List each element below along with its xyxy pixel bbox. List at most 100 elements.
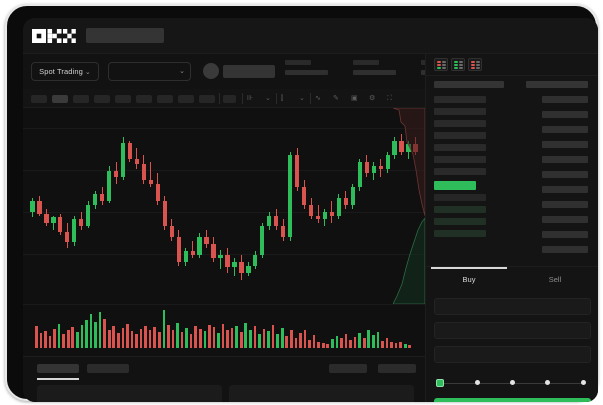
volume-bar <box>208 324 211 348</box>
line-tool-icon[interactable]: ∿ <box>315 95 321 102</box>
volume-bar <box>189 333 193 348</box>
orderbook-bid-row[interactable] <box>434 230 486 237</box>
slider-mark-75[interactable] <box>545 380 550 385</box>
candle-body <box>253 254 258 266</box>
candle-body <box>364 162 369 173</box>
orderbook-ask-row[interactable] <box>434 168 486 175</box>
chart-gridline <box>23 254 425 255</box>
fullscreen-icon[interactable]: ⛶ <box>387 95 392 102</box>
amount-percent-slider[interactable] <box>436 378 588 388</box>
candle-body <box>322 212 328 220</box>
orderbook-bid-row[interactable] <box>434 218 486 225</box>
volume-bar <box>344 334 348 348</box>
stat-24h-high-low <box>353 60 396 75</box>
orderbook-ask-row[interactable] <box>434 120 486 127</box>
volume-bar <box>48 336 52 348</box>
magnet-icon[interactable]: ✎ <box>333 95 339 102</box>
volume-bar <box>258 334 261 348</box>
tab-order-history[interactable] <box>87 364 129 373</box>
orderbook-bid-row[interactable] <box>434 194 486 201</box>
volume-bar <box>107 329 111 348</box>
timeframe-button-15m[interactable] <box>73 95 89 103</box>
volume-bar <box>167 324 170 348</box>
tab-open-orders[interactable] <box>37 364 79 373</box>
orderbook-layout-bids-icon[interactable] <box>451 58 465 71</box>
indicators-icon[interactable]: ⊪ <box>247 95 254 102</box>
market-type-dropdown[interactable]: Spot Trading ⌄ <box>31 62 99 81</box>
orderbook-ask-row[interactable] <box>434 132 486 139</box>
volume-bar <box>198 328 202 348</box>
chevron-down-icon: ⌄ <box>84 69 91 76</box>
timeframe-button-1h[interactable] <box>115 95 131 103</box>
orderbook-layout-asks-icon[interactable] <box>468 58 482 71</box>
candle-body <box>350 187 355 205</box>
settings-icon[interactable]: ⚙ <box>369 95 376 102</box>
chart-type-chevron-icon[interactable]: ⌄ <box>299 95 305 102</box>
orderbook-ask-row[interactable] <box>434 108 486 115</box>
camera-icon[interactable]: ▣ <box>351 95 358 102</box>
orderbook-trade-row[interactable] <box>542 111 588 118</box>
indicators-chevron-icon[interactable]: ⌄ <box>265 95 271 102</box>
volume-bar <box>385 337 389 348</box>
orderbook-spread-highlight <box>434 181 476 190</box>
volume-bar <box>171 329 175 348</box>
tab-buy[interactable]: Buy <box>462 275 476 284</box>
timeframe-button-more[interactable] <box>223 95 236 103</box>
slider-mark-50[interactable] <box>510 380 515 385</box>
orderbook-bid-row[interactable] <box>434 206 486 213</box>
volume-bar <box>148 330 152 348</box>
timeframe-button-1w[interactable] <box>178 95 194 103</box>
okx-logo[interactable] <box>32 29 76 43</box>
candle-body <box>106 171 112 202</box>
timeframe-button-5m[interactable] <box>52 95 68 103</box>
orderbook-trade-row[interactable] <box>542 126 588 133</box>
chart-gridline <box>23 170 425 171</box>
timeframe-button-1mo[interactable] <box>199 95 215 103</box>
orderbook-ask-row[interactable] <box>434 156 486 163</box>
search-input[interactable] <box>86 28 164 43</box>
candlestick-chart[interactable] <box>23 108 425 304</box>
trading-pair-select[interactable]: ⌄ <box>108 62 191 81</box>
chart-type-icon[interactable]: ⫿ <box>281 95 284 102</box>
orderbook-trade-row[interactable] <box>542 141 588 148</box>
slider-handle[interactable] <box>436 379 444 387</box>
bottom-action-2[interactable] <box>378 364 416 373</box>
orderbook-trade-row[interactable] <box>542 231 588 238</box>
candle-body <box>44 213 49 223</box>
amount-input[interactable] <box>434 322 591 339</box>
timeframe-button-30m[interactable] <box>94 95 110 103</box>
price-input[interactable] <box>434 298 591 315</box>
orderbook-trade-row[interactable] <box>542 171 588 178</box>
volume-chart[interactable] <box>23 304 425 356</box>
depth-overlay <box>392 108 425 304</box>
orderbook-trade-row[interactable] <box>542 186 588 193</box>
stat-value <box>285 70 328 75</box>
orderbook-header-right[interactable] <box>526 81 588 88</box>
volume-bar <box>408 344 412 348</box>
orderbook-header-left[interactable] <box>434 81 504 88</box>
orderbook-trade-row[interactable] <box>542 216 588 223</box>
volume-bar <box>340 337 343 348</box>
slider-mark-25[interactable] <box>475 380 480 385</box>
candle-body <box>406 144 411 152</box>
bottom-action-1[interactable] <box>329 364 367 373</box>
slider-mark-100[interactable] <box>581 380 586 385</box>
orderbook-trade-row[interactable] <box>542 246 588 253</box>
orderbook-trade-row[interactable] <box>542 201 588 208</box>
candle-body <box>141 164 147 181</box>
timeframe-button-4h[interactable] <box>136 95 152 103</box>
timeframe-button-1d[interactable] <box>157 95 173 103</box>
candle-body <box>232 261 237 268</box>
total-input[interactable] <box>434 346 591 363</box>
toolbar-divider <box>276 93 277 104</box>
orderbook-ask-row[interactable] <box>434 144 486 151</box>
volume-bar <box>331 339 334 348</box>
timeframe-button-1m[interactable] <box>31 95 47 103</box>
orderbook-ask-row[interactable] <box>434 96 486 103</box>
orderbook-trade-row[interactable] <box>542 96 588 103</box>
tab-sell[interactable]: Sell <box>548 275 562 284</box>
place-order-button[interactable] <box>434 398 591 402</box>
orderbook-trade-row[interactable] <box>542 156 588 163</box>
orderbook-layout-both-icon[interactable] <box>434 58 448 71</box>
volume-bar <box>299 332 302 348</box>
